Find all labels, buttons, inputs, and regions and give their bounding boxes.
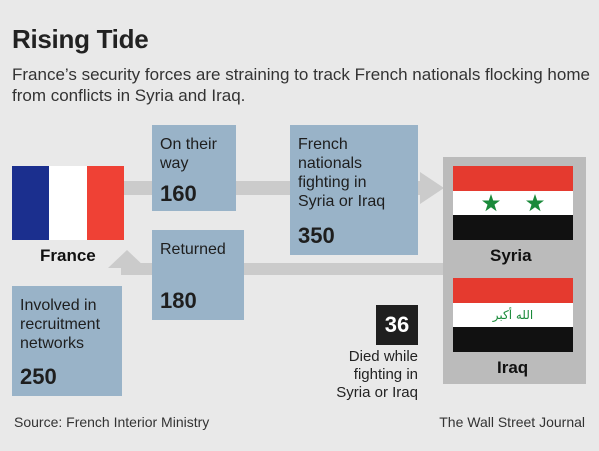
returned-box: Returned 180 xyxy=(152,230,244,320)
arrowhead-up-icon xyxy=(108,250,146,268)
fighting-box: French nationals fighting in Syria or Ir… xyxy=(290,125,418,255)
recruitment-label: Involved in recruitment networks xyxy=(20,297,101,352)
syria-flag-icon xyxy=(453,166,573,240)
france-flag-icon xyxy=(12,166,124,240)
on-their-way-box: On their way 160 xyxy=(152,125,236,211)
iraq-flag-icon: الله أكبر xyxy=(453,278,573,352)
publisher-credit: The Wall Street Journal xyxy=(439,414,585,430)
died-count-badge: 36 xyxy=(376,305,418,345)
syria-label: Syria xyxy=(490,246,532,265)
source-note: Source: French Interior Ministry xyxy=(14,414,210,430)
on-their-way-label: On their way xyxy=(160,136,217,172)
fighting-value: 350 xyxy=(298,223,335,248)
died-label: Died while fighting in Syria or Iraq xyxy=(336,348,418,401)
recruitment-value: 250 xyxy=(20,364,57,389)
returned-value: 180 xyxy=(160,288,197,313)
fighting-label: French nationals fighting in Syria or Ir… xyxy=(298,136,386,210)
on-their-way-value: 160 xyxy=(160,181,197,206)
chart-subtitle: France’s security forces are straining t… xyxy=(12,65,590,105)
iraq-inscription: الله أكبر xyxy=(492,307,534,322)
france-label: France xyxy=(40,246,96,265)
iraq-label: Iraq xyxy=(497,358,529,377)
arrowhead-right-icon xyxy=(420,172,444,204)
chart-title: Rising Tide xyxy=(12,24,149,54)
recruitment-box: Involved in recruitment networks 250 xyxy=(12,286,122,396)
returned-label: Returned xyxy=(160,241,226,258)
